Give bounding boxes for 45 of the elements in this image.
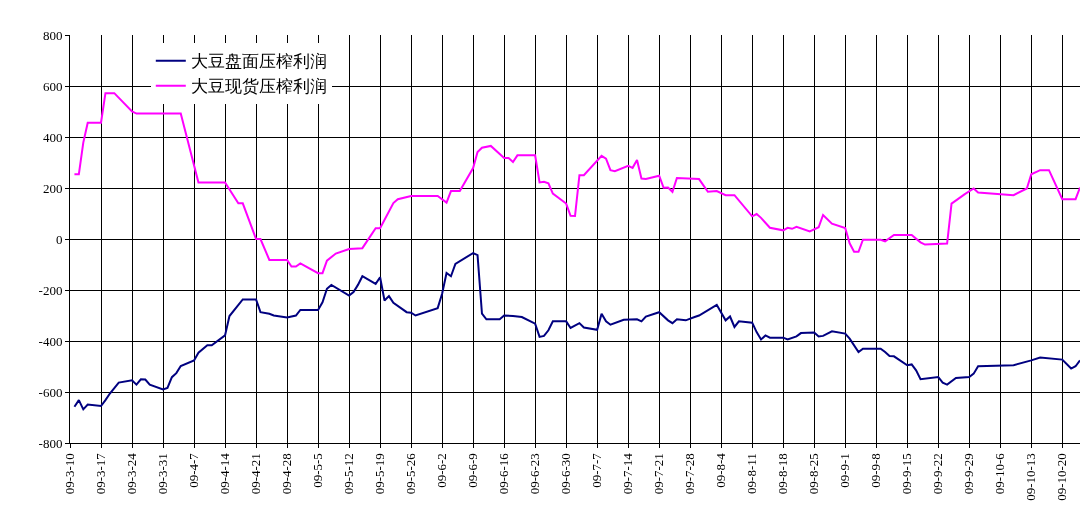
y-tick-label: 600: [42, 78, 63, 94]
x-tick-label: 09-5-26: [403, 452, 419, 495]
legend-label: 大豆现货压榨利润: [190, 77, 327, 97]
x-tick-label: 09-9-29: [961, 453, 977, 495]
x-tick-label: 09-6-9: [465, 453, 481, 488]
x-tick-label: 09-9-8: [868, 453, 884, 488]
x-tick-label: 09-6-23: [527, 453, 543, 495]
legend-label: 大豆盘面压榨利润: [190, 52, 327, 72]
x-tick-label: 09-3-31: [155, 453, 171, 495]
x-tick-label: 09-5-19: [372, 453, 388, 495]
x-tick-label: 09-8-18: [775, 453, 791, 495]
x-tick-label: 09-10-6: [992, 452, 1008, 495]
x-tick-label: 09-9-22: [930, 453, 946, 495]
y-tick-label: 400: [42, 129, 63, 145]
x-tick-label: 09-6-2: [434, 453, 450, 488]
x-tick-label: 09-8-11: [744, 453, 760, 494]
y-tick-label: -200: [38, 282, 63, 298]
x-tick-label: 09-7-7: [589, 452, 605, 488]
y-tick-label: 200: [42, 180, 63, 196]
y-tick-label: -800: [38, 435, 63, 451]
y-tick-label: 0: [55, 231, 63, 247]
x-tick-label: 09-6-30: [558, 453, 574, 495]
y-tick-label: -600: [38, 384, 63, 400]
x-tick-label: 09-3-24: [124, 452, 140, 495]
x-tick-label: 09-9-1: [837, 453, 853, 488]
x-tick-label: 09-3-17: [93, 452, 109, 495]
line-series: [73, 252, 1080, 411]
x-tick-label: 09-10-13: [1023, 453, 1039, 501]
x-tick-label: 09-7-21: [651, 453, 667, 495]
x-tick-label: 09-9-15: [899, 453, 915, 495]
x-tick-label: 09-5-12: [341, 453, 357, 495]
x-tick-label: 09-4-7: [186, 452, 202, 488]
x-tick-label: 09-7-14: [620, 452, 636, 495]
x-tick-label: 09-6-16: [496, 452, 512, 495]
x-tick-label: 09-3-10: [62, 453, 78, 495]
x-tick-label: 09-4-14: [217, 452, 233, 495]
x-tick-label: 09-4-21: [248, 453, 264, 495]
y-tick-label: 800: [42, 27, 63, 43]
x-tick-label: 09-8-25: [806, 453, 822, 495]
x-tick-label: 09-4-28: [279, 453, 295, 495]
x-tick-label: 09-10-20: [1054, 453, 1070, 501]
y-tick-label: -400: [38, 333, 63, 349]
x-tick-label: 09-7-28: [682, 453, 698, 495]
x-tick-label: 09-5-5: [310, 453, 326, 488]
x-tick-label: 09-8-4: [713, 452, 729, 488]
